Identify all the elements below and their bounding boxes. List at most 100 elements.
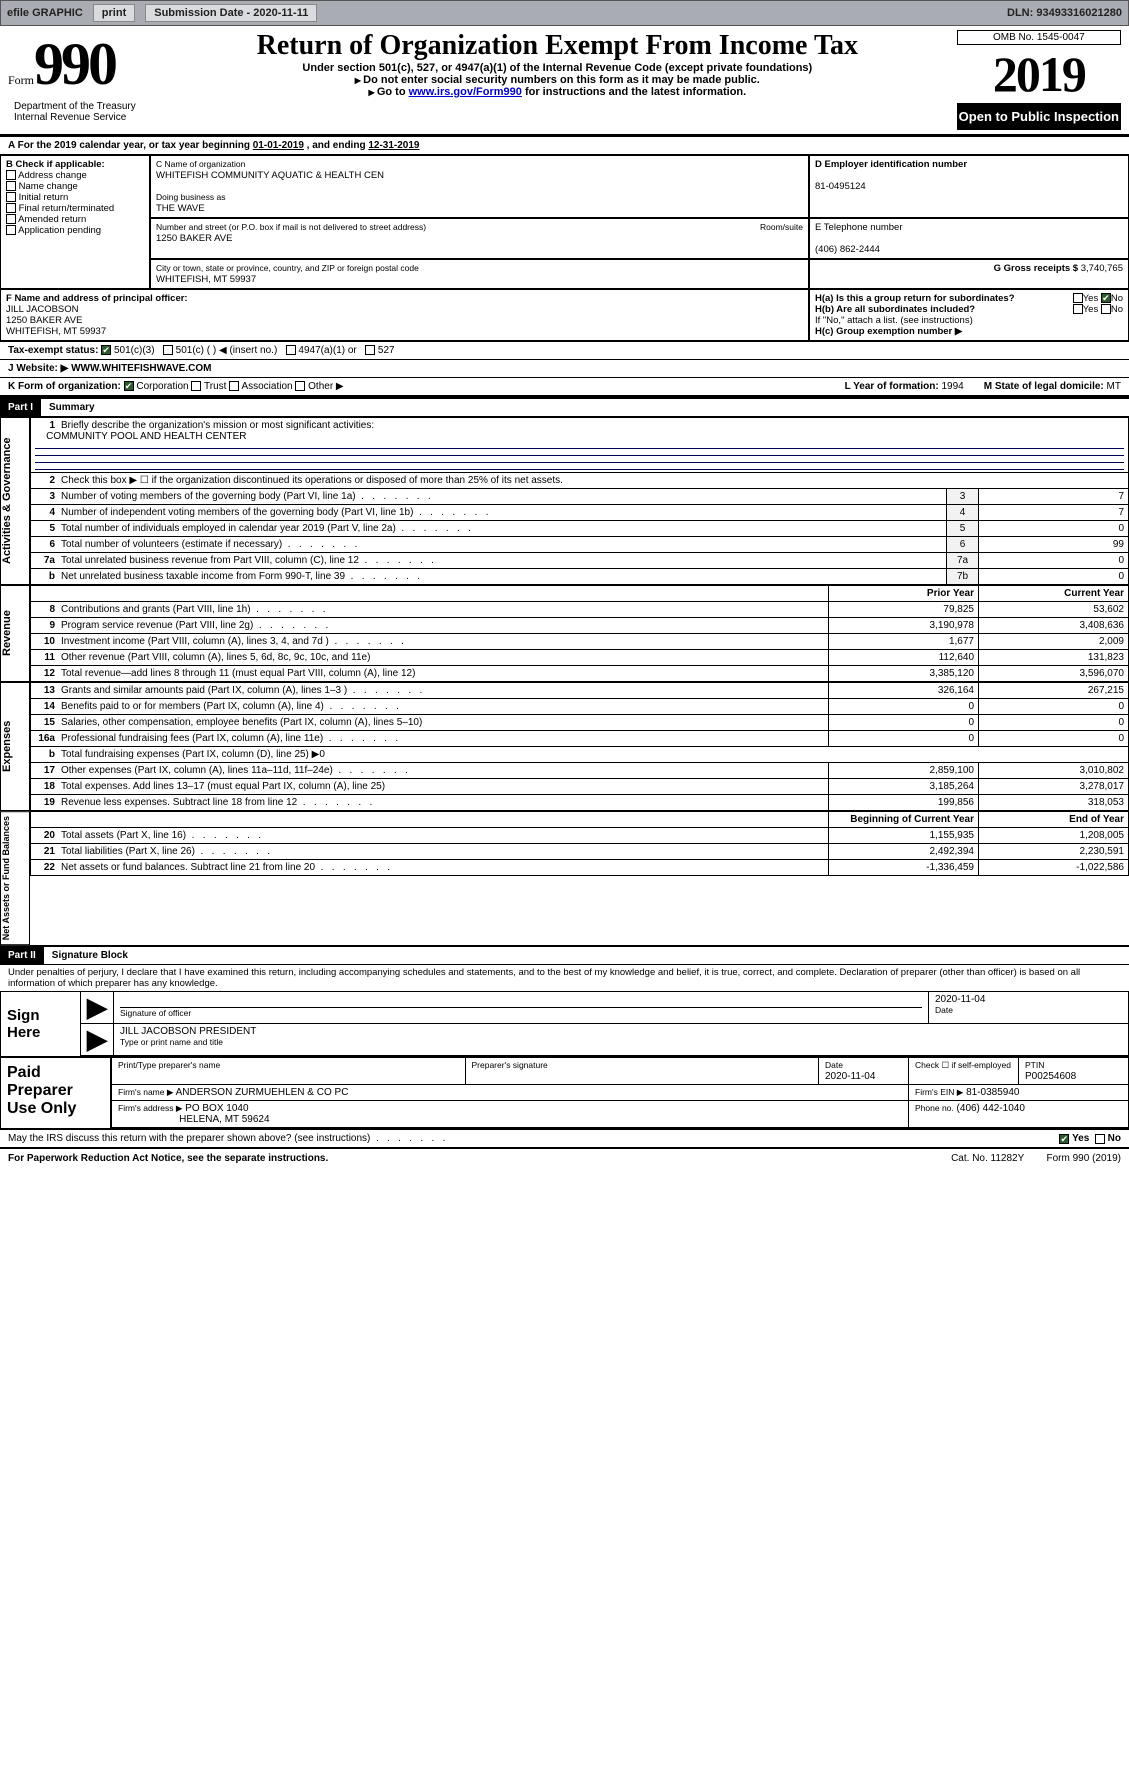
initial-return-checkbox[interactable] — [6, 192, 16, 202]
sig-arrow-icon-2: ▶ — [81, 1024, 113, 1055]
phone-label: E Telephone number — [815, 222, 903, 233]
4947-checkbox[interactable] — [286, 345, 296, 355]
firm-ein: 81-0385940 — [966, 1087, 1019, 1098]
line3-value: 7 — [979, 489, 1129, 505]
box-b-heading: B Check if applicable: — [6, 159, 105, 170]
part2-header: Part II Signature Block — [0, 945, 1129, 965]
officer-print-name: JILL JACOBSON PRESIDENT — [120, 1026, 256, 1037]
form-org-line: K Form of organization: Corporation Trus… — [0, 377, 1129, 397]
hb-label: H(b) Are all subordinates included? — [815, 304, 975, 315]
website-value: WWW.WHITEFISHWAVE.COM — [71, 363, 211, 374]
dept-label: Department of the Treasury Internal Reve… — [8, 99, 158, 125]
gross-receipts-value: 3,740,765 — [1081, 263, 1123, 274]
mission-label: Briefly describe the organization's miss… — [61, 420, 374, 431]
submission-date-button[interactable]: Submission Date - 2020-11-11 — [145, 4, 317, 22]
corp-checkbox[interactable] — [124, 381, 134, 391]
501c-checkbox[interactable] — [163, 345, 173, 355]
ein-value: 81-0495124 — [815, 181, 866, 192]
line16b: Total fundraising expenses (Part IX, col… — [61, 749, 325, 760]
sig-officer-label: Signature of officer — [120, 1008, 191, 1018]
501c3-checkbox[interactable] — [101, 345, 111, 355]
end-year-hdr: End of Year — [979, 812, 1129, 828]
ha-yes-checkbox[interactable] — [1073, 293, 1083, 303]
officer-street: 1250 BAKER AVE — [6, 315, 82, 326]
sign-here-label: Sign Here — [1, 992, 81, 1056]
line7b-value: 0 — [979, 569, 1129, 585]
org-name: WHITEFISH COMMUNITY AQUATIC & HEALTH CEN — [156, 170, 384, 181]
assoc-checkbox[interactable] — [229, 381, 239, 391]
street-value: 1250 BAKER AVE — [156, 233, 232, 244]
form-header: Form990 Department of the Treasury Inter… — [0, 26, 1129, 134]
name-change-checkbox[interactable] — [6, 181, 16, 191]
firm-name: ANDERSON ZURMUEHLEN & CO PC — [176, 1087, 349, 1098]
tax-year: 2019 — [957, 45, 1121, 103]
amended-checkbox[interactable] — [6, 214, 16, 224]
hb-note: If "No," attach a list. (see instruction… — [815, 315, 973, 326]
prior-year-hdr: Prior Year — [829, 586, 979, 602]
irs-link[interactable]: www.irs.gov/Form990 — [409, 86, 522, 98]
paid-preparer-label: Paid Preparer Use Only — [1, 1058, 111, 1128]
state-domicile: MT — [1107, 381, 1121, 392]
form-number: Form990 — [8, 30, 158, 99]
hb-yes-checkbox[interactable] — [1073, 304, 1083, 314]
org-name-label: C Name of organization — [156, 159, 245, 169]
website-line: J Website: ▶ WWW.WHITEFISHWAVE.COM — [0, 359, 1129, 377]
street-label: Number and street (or P.O. box if mail i… — [156, 222, 426, 232]
summary-section: Activities & Governance 1Briefly describ… — [0, 417, 1129, 945]
footer-left: For Paperwork Reduction Act Notice, see … — [8, 1153, 328, 1164]
ptin-value: P00254608 — [1025, 1071, 1076, 1082]
entity-info-grid: B Check if applicable: Address change Na… — [0, 155, 1129, 341]
omb-number: OMB No. 1545-0047 — [957, 30, 1121, 45]
527-checkbox[interactable] — [365, 345, 375, 355]
line4-value: 7 — [979, 505, 1129, 521]
hc-label: H(c) Group exemption number ▶ — [815, 326, 962, 337]
form-subtitle-3: Go to www.irs.gov/Form990 for instructio… — [168, 86, 947, 98]
sig-arrow-icon: ▶ — [81, 992, 113, 1023]
form-subtitle-1: Under section 501(c), 527, or 4947(a)(1)… — [168, 62, 947, 74]
year-formation: 1994 — [941, 381, 963, 392]
line5-value: 0 — [979, 521, 1129, 537]
mission-value: COMMUNITY POOL AND HEALTH CENTER — [46, 431, 246, 442]
page-footer: For Paperwork Reduction Act Notice, see … — [0, 1147, 1129, 1168]
discuss-no-checkbox[interactable] — [1095, 1134, 1105, 1144]
vtab-activities: Activities & Governance — [0, 417, 30, 585]
form-subtitle-2: Do not enter social security numbers on … — [168, 74, 947, 86]
gross-receipts-label: G Gross receipts $ — [994, 263, 1081, 274]
dba-value: THE WAVE — [156, 203, 205, 214]
ein-label: D Employer identification number — [815, 159, 967, 170]
period-line: A For the 2019 calendar year, or tax yea… — [0, 136, 1129, 155]
discuss-yes-checkbox[interactable] — [1059, 1134, 1069, 1144]
form-title: Return of Organization Exempt From Incom… — [168, 30, 947, 62]
footer-cat: Cat. No. 11282Y — [951, 1153, 1024, 1164]
firm-addr2: HELENA, MT 59624 — [179, 1114, 269, 1125]
trust-checkbox[interactable] — [191, 381, 201, 391]
toolbar: efile GRAPHIC print Submission Date - 20… — [0, 0, 1129, 26]
officer-city: WHITEFISH, MT 59937 — [6, 326, 106, 337]
vtab-expenses: Expenses — [0, 682, 30, 811]
app-pending-checkbox[interactable] — [6, 225, 16, 235]
public-inspection-badge: Open to Public Inspection — [957, 103, 1121, 130]
firm-phone: (406) 442-1040 — [957, 1103, 1025, 1114]
prep-date: 2020-11-04 — [825, 1071, 875, 1082]
efile-label: efile GRAPHIC — [7, 7, 83, 19]
dln-label: DLN: 93493316021280 — [1007, 7, 1122, 19]
current-year-hdr: Current Year — [979, 586, 1129, 602]
vtab-revenue: Revenue — [0, 585, 30, 682]
final-return-checkbox[interactable] — [6, 203, 16, 213]
line7a-value: 0 — [979, 553, 1129, 569]
part1-header: Part I Summary — [0, 397, 1129, 417]
ha-no-checkbox[interactable] — [1101, 293, 1111, 303]
addr-change-checkbox[interactable] — [6, 170, 16, 180]
hb-no-checkbox[interactable] — [1101, 304, 1111, 314]
self-employed-check[interactable]: Check ☐ if self-employed — [915, 1060, 1011, 1070]
other-checkbox[interactable] — [295, 381, 305, 391]
sign-here-block: Sign Here ▶ Signature of officer 2020-11… — [0, 991, 1129, 1057]
line6-value: 99 — [979, 537, 1129, 553]
firm-addr1: PO BOX 1040 — [185, 1103, 248, 1114]
city-value: WHITEFISH, MT 59937 — [156, 274, 256, 285]
footer-form: Form 990 (2019) — [1047, 1153, 1121, 1164]
vtab-netassets: Net Assets or Fund Balances — [0, 811, 30, 945]
begin-year-hdr: Beginning of Current Year — [829, 812, 979, 828]
discuss-line: May the IRS discuss this return with the… — [0, 1129, 1129, 1147]
print-button[interactable]: print — [93, 4, 135, 22]
